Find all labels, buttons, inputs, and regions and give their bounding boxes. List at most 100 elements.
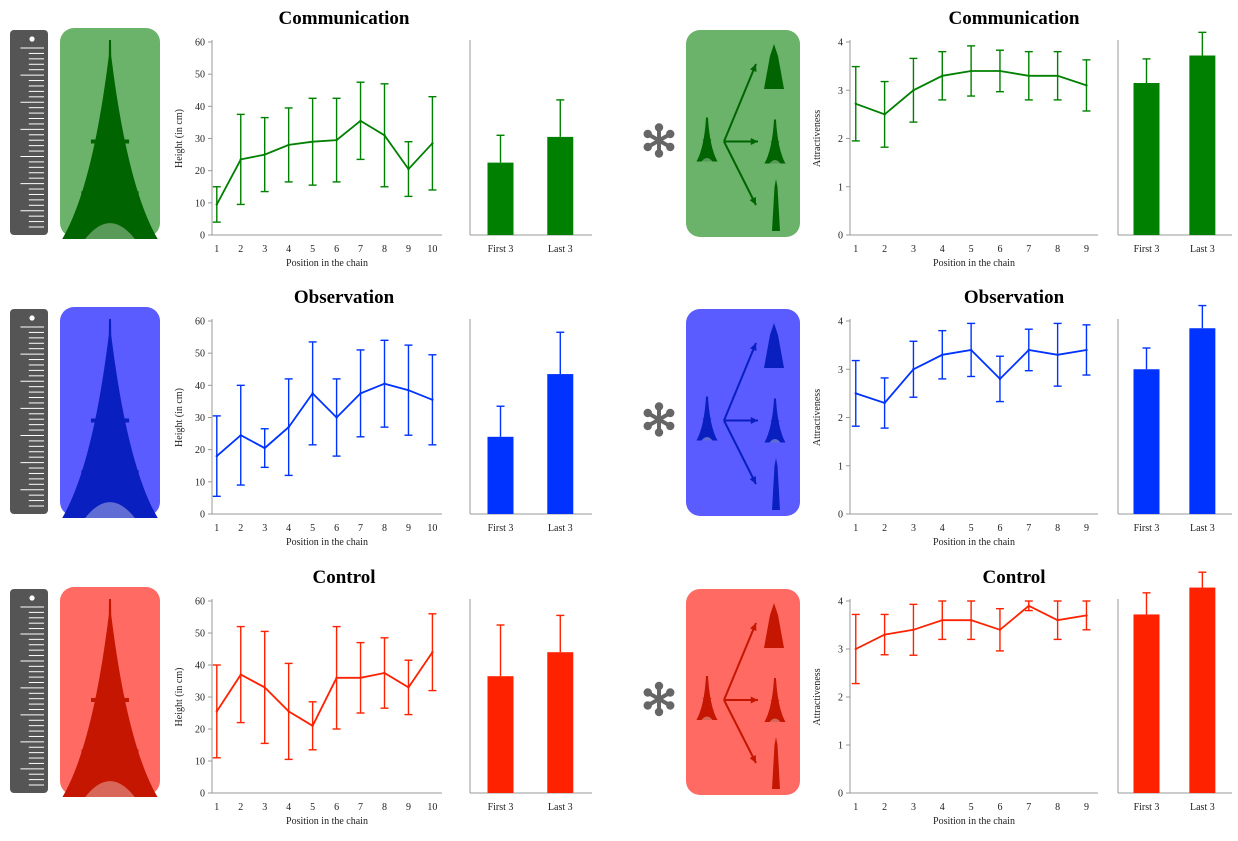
asterisk-dot — [666, 688, 675, 697]
variation-tile — [686, 589, 800, 795]
asterisk-dot — [666, 421, 675, 431]
data-point — [359, 392, 362, 395]
asterisk-dot — [654, 681, 664, 691]
y-tick-label: 4 — [838, 38, 843, 49]
summary-category-label: Last 3 — [1190, 802, 1215, 813]
x-tick-label: 2 — [238, 802, 243, 813]
y-axis-label: Height (in cm) — [174, 668, 185, 727]
tower-deck — [90, 139, 130, 144]
asterisk-dot — [654, 402, 664, 411]
data-point — [407, 686, 410, 689]
data-point — [383, 671, 386, 675]
y-tick-label: 40 — [195, 661, 205, 672]
y-tick-label: 3 — [838, 86, 843, 97]
summary-bar — [487, 676, 514, 793]
data-point — [335, 138, 338, 142]
x-tick-label: 6 — [997, 244, 1002, 255]
x-axis-label: Position in the chain — [933, 816, 1015, 827]
x-tick-label: 5 — [969, 523, 974, 534]
summary-bar — [1133, 614, 1160, 793]
arrow-line — [723, 699, 757, 764]
data-point — [407, 167, 410, 171]
source-tower-icon — [696, 676, 718, 720]
arrow-head — [750, 138, 758, 145]
asterisk-dot — [654, 123, 664, 132]
summary-category-label: First 3 — [488, 244, 514, 255]
y-tick-label: 50 — [195, 70, 205, 81]
x-tick-label: 10 — [427, 802, 437, 813]
summary-category-label: Last 3 — [1190, 244, 1215, 255]
y-tick-label: 0 — [200, 510, 205, 521]
x-tick-label: 5 — [310, 802, 315, 813]
chart-title: Communication — [279, 8, 410, 29]
data-point — [1056, 353, 1059, 356]
y-tick-label: 20 — [195, 445, 205, 456]
x-tick-label: 9 — [1084, 244, 1089, 255]
data-point — [969, 619, 973, 622]
series-line — [216, 382, 433, 457]
data-point — [1027, 348, 1030, 352]
x-tick-label: 8 — [1055, 244, 1060, 255]
x-tick-label: 2 — [238, 523, 243, 534]
y-tick-label: 40 — [195, 102, 205, 113]
summary-bar — [547, 136, 574, 235]
arrow-head — [750, 64, 757, 72]
x-tick-label: 7 — [358, 802, 363, 813]
tower-arch — [769, 438, 781, 443]
y-tick-label: 0 — [200, 789, 205, 800]
data-point — [1056, 74, 1059, 77]
x-tick-label: 3 — [262, 244, 267, 255]
asterisk-dot — [643, 421, 652, 431]
y-tick-label: 10 — [195, 477, 205, 488]
arrow-line — [723, 342, 757, 421]
summary-category-label: Last 3 — [548, 802, 573, 813]
x-tick-label: 9 — [1084, 523, 1089, 534]
asterisk-dot — [654, 149, 664, 158]
y-tick-label: 1 — [838, 741, 843, 752]
x-tick-label: 2 — [238, 244, 243, 255]
ruler-body — [10, 30, 48, 235]
tower-deck — [770, 420, 780, 422]
data-point — [969, 348, 973, 352]
eiffel-tower-icon — [62, 319, 158, 518]
y-tick-label: 30 — [195, 413, 205, 424]
x-tick-label: 8 — [1055, 802, 1060, 813]
asterisk-dot — [654, 707, 664, 717]
x-tick-label: 1 — [853, 802, 858, 813]
asterisk-dot — [666, 142, 675, 152]
y-tick-label: 3 — [838, 645, 843, 656]
y-axis-label: Attractiveness — [812, 668, 823, 725]
source-tower-icon — [696, 117, 718, 162]
arrow-head — [750, 623, 757, 631]
x-tick-label: 6 — [997, 523, 1002, 534]
tower-deck — [81, 191, 139, 196]
x-tick-label: 10 — [427, 523, 437, 534]
y-axis-label: Attractiveness — [812, 110, 823, 167]
y-tick-label: 0 — [200, 231, 205, 242]
chart-title: Observation — [294, 287, 395, 308]
tower-body — [772, 179, 780, 231]
summary-bar — [547, 374, 574, 514]
chart-height-observation: Observation 0 10 20 30 40 50 60 1 2 3 4 5 6 7 8 9 10 Posit… — [174, 287, 592, 548]
data-point — [1085, 84, 1088, 87]
asterisk-icon — [643, 402, 675, 437]
y-tick-label: 0 — [838, 510, 843, 521]
tower-arch — [85, 781, 135, 797]
data-point — [311, 140, 314, 143]
data-point — [998, 628, 1002, 631]
asterisk-dot — [643, 408, 652, 418]
data-point — [215, 710, 218, 713]
data-point — [311, 392, 314, 395]
data-point — [335, 676, 338, 679]
tower-arch — [769, 718, 781, 722]
x-tick-label: 9 — [406, 802, 411, 813]
ruler-body — [10, 589, 48, 793]
data-point — [407, 388, 410, 392]
data-point — [912, 368, 915, 371]
x-tick-label: 3 — [262, 802, 267, 813]
data-point — [969, 69, 973, 73]
arrow-head — [749, 476, 756, 484]
tower-deck — [700, 709, 714, 711]
ruler-hole — [29, 595, 35, 601]
summary-bar — [487, 436, 514, 514]
